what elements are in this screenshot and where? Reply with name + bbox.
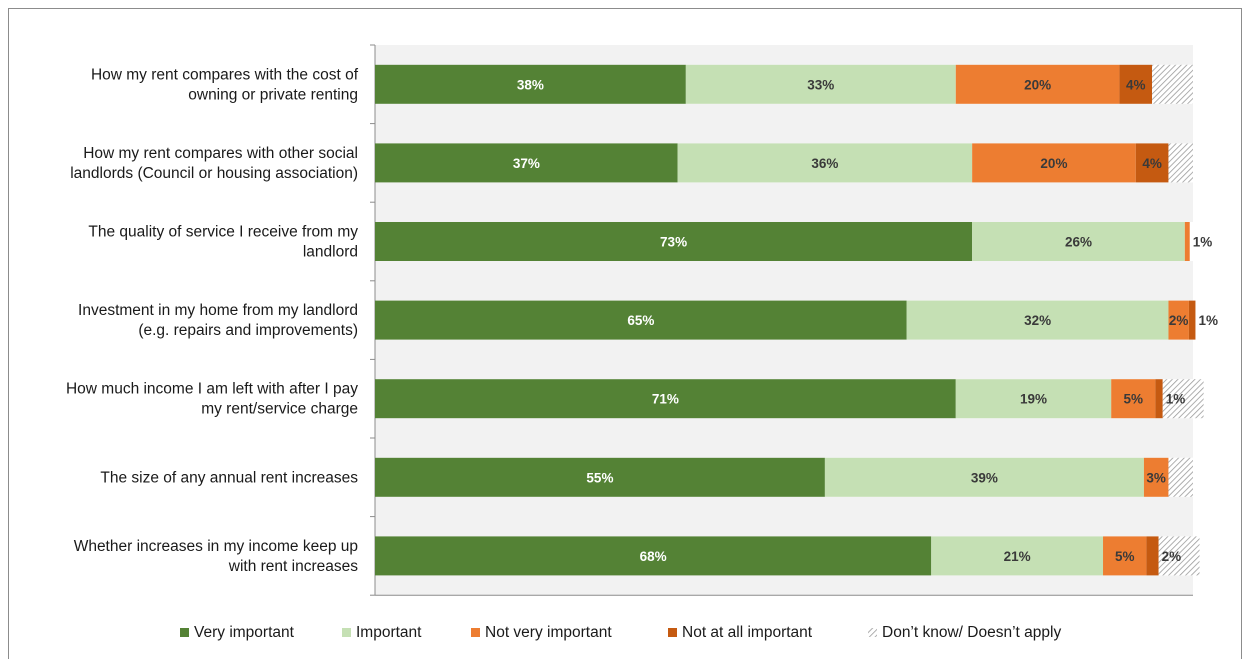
data-label: 1%: [1193, 235, 1213, 250]
data-label: 3%: [1146, 470, 1166, 485]
bar-segment: [1162, 379, 1204, 419]
legend-swatch: [180, 628, 189, 637]
bar-segment: [972, 222, 1185, 261]
bar-segment: [1188, 300, 1196, 340]
data-label: 73%: [660, 235, 687, 250]
bar-segment: [1135, 143, 1169, 183]
bar-segment: [677, 143, 973, 183]
category-label: How my rent compares with other social la…: [70, 145, 358, 182]
data-label: 32%: [1024, 313, 1051, 328]
bar-segment: [375, 143, 678, 183]
bar-segment: [1103, 536, 1147, 576]
bar-segment: [1152, 64, 1193, 104]
data-label: 20%: [1040, 156, 1067, 171]
bar-segment: [685, 64, 956, 104]
data-label: 55%: [586, 470, 613, 485]
legend-label: Not at all important: [682, 624, 813, 641]
bar-segment: [1146, 536, 1159, 576]
data-labels: 38% 33% 20% 4% 37% 36% 20% 4% 73% 26% 1% 65% 32% 2% 1%…: [513, 77, 1218, 564]
category-label: The size of any annual rent increases: [100, 469, 358, 486]
data-label: 5%: [1124, 392, 1144, 407]
data-label: 21%: [1004, 549, 1031, 564]
data-label: 37%: [513, 156, 540, 171]
data-label: 68%: [640, 549, 667, 564]
bar-segment: [824, 457, 1144, 497]
bar-segment: [375, 222, 973, 261]
bar-segment: [1143, 457, 1169, 497]
legend-swatch: [342, 628, 351, 637]
bar-segment: [906, 300, 1169, 340]
bar-segment: [1155, 379, 1163, 419]
bar-segment: [955, 379, 1112, 419]
bar-segment: [931, 536, 1104, 576]
bar-segment: [375, 457, 825, 497]
data-label: 2%: [1169, 313, 1189, 328]
data-label: 65%: [627, 313, 654, 328]
data-label: 1%: [1166, 392, 1186, 407]
data-label: 4%: [1142, 156, 1162, 171]
legend-label: Important: [356, 624, 422, 641]
data-label: 5%: [1115, 549, 1135, 564]
data-label: 20%: [1024, 77, 1051, 92]
bar-segment: [375, 64, 686, 104]
bar-segment: [1111, 379, 1156, 419]
category-label: How much income I am left with after I p…: [66, 381, 358, 418]
legend-swatch: [471, 628, 480, 637]
data-label: 4%: [1126, 77, 1146, 92]
bar-segment: [375, 300, 907, 340]
category-label: How my rent compares with the cost of own…: [91, 66, 359, 103]
legend-label: Very important: [194, 624, 295, 641]
category-label: The quality of service I receive from my…: [88, 224, 358, 261]
legend-label: Not very important: [485, 624, 612, 641]
category-label: Whether increases in my income keep up wi…: [74, 538, 359, 575]
category-label: Investment in my home from my landlord (e…: [78, 302, 358, 339]
bars: [375, 64, 1204, 576]
legend-swatch: [868, 628, 877, 637]
bar-segment: [1168, 143, 1193, 183]
data-label: 1%: [1198, 313, 1218, 328]
bar-segment: [375, 379, 956, 419]
data-label: 19%: [1020, 392, 1047, 407]
data-label: 39%: [971, 470, 998, 485]
bar-segment: [1184, 222, 1190, 261]
legend-swatch: [668, 628, 677, 637]
stacked-bar-chart: 38% 33% 20% 4% 37% 36% 20% 4% 73% 26% 1% 65% 32% 2% 1%…: [66, 44, 1218, 641]
bar-segment: [1168, 457, 1193, 497]
data-label: 36%: [811, 156, 838, 171]
chart-frame: 38% 33% 20% 4% 37% 36% 20% 4% 73% 26% 1% 65% 32% 2% 1%…: [8, 8, 1242, 659]
data-label: 38%: [517, 77, 544, 92]
legend: Very important Important Not very importan…: [180, 624, 1061, 641]
category-labels: How my rent compares with the cost of own…: [66, 66, 359, 575]
bar-segment: [375, 536, 932, 576]
legend-label: Don’t know/ Doesn’t apply: [882, 624, 1061, 641]
bar-segment: [972, 143, 1136, 183]
bar-segment: [1168, 300, 1189, 340]
bar-segment: [1158, 536, 1200, 576]
data-label: 33%: [807, 77, 834, 92]
data-label: 2%: [1162, 549, 1182, 564]
data-label: 71%: [652, 392, 679, 407]
bar-segment: [1119, 64, 1153, 104]
bar-segment: [955, 64, 1120, 104]
data-label: 26%: [1065, 235, 1092, 250]
